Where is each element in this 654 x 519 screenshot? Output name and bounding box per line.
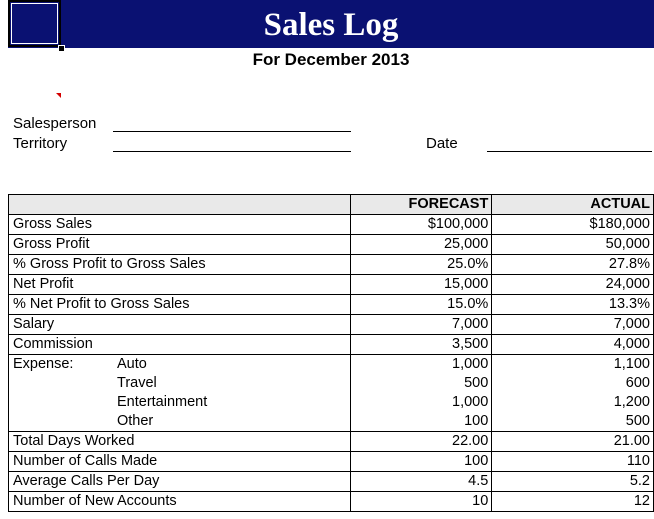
row-label[interactable]: Salary: [8, 314, 351, 335]
table-row: Entertainment 1,000 1,200: [8, 393, 654, 412]
forecast-cell[interactable]: 25,000: [350, 234, 493, 255]
actual-cell[interactable]: 110: [491, 451, 654, 472]
actual-cell[interactable]: 12: [491, 491, 654, 512]
header-forecast[interactable]: FORECAST: [350, 194, 493, 215]
selected-cell[interactable]: [8, 0, 61, 47]
actual-cell[interactable]: 27.8%: [491, 254, 654, 275]
forecast-cell[interactable]: $100,000: [350, 214, 493, 235]
table-row: Net Profit 15,000 24,000: [8, 274, 654, 295]
salesperson-label: Salesperson: [13, 115, 97, 132]
forecast-cell[interactable]: 22.00: [350, 431, 493, 452]
forecast-cell[interactable]: 3,500: [350, 334, 493, 355]
row-label[interactable]: Average Calls Per Day: [8, 471, 351, 492]
forecast-cell[interactable]: 100: [350, 412, 493, 432]
forecast-cell[interactable]: 4.5: [350, 471, 493, 492]
header-actual[interactable]: ACTUAL: [491, 194, 654, 215]
table-row: Number of Calls Made 100 110: [8, 451, 654, 472]
date-label: Date: [426, 135, 458, 152]
forecast-cell[interactable]: 1,000: [350, 393, 493, 412]
forecast-cell[interactable]: 10: [350, 491, 493, 512]
table-row: Salary 7,000 7,000: [8, 314, 654, 335]
actual-cell[interactable]: 1,200: [491, 393, 654, 412]
table-row: Total Days Worked 22.00 21.00: [8, 431, 654, 452]
table-header-row: FORECAST ACTUAL: [8, 194, 654, 215]
row-label[interactable]: % Net Profit to Gross Sales: [8, 294, 351, 315]
table-row: Other 100 500: [8, 412, 654, 432]
actual-cell[interactable]: 4,000: [491, 334, 654, 355]
comment-indicator-icon[interactable]: [56, 93, 61, 98]
actual-cell[interactable]: 7,000: [491, 314, 654, 335]
row-label[interactable]: Number of New Accounts: [8, 491, 351, 512]
table-row: Gross Profit 25,000 50,000: [8, 234, 654, 255]
date-field[interactable]: [487, 151, 652, 152]
forecast-cell[interactable]: 15,000: [350, 274, 493, 295]
table-row: Average Calls Per Day 4.5 5.2: [8, 471, 654, 492]
row-label[interactable]: Commission: [8, 334, 351, 355]
actual-cell[interactable]: 13.3%: [491, 294, 654, 315]
table-row: % Gross Profit to Gross Sales 25.0% 27.8%: [8, 254, 654, 275]
actual-cell[interactable]: 600: [491, 374, 654, 393]
forecast-cell[interactable]: 1,000: [350, 354, 493, 374]
row-label[interactable]: Number of Calls Made: [8, 451, 351, 472]
actual-cell[interactable]: 500: [491, 412, 654, 432]
row-label[interactable]: Travel: [8, 374, 351, 393]
fill-handle[interactable]: [58, 45, 65, 52]
row-label[interactable]: Net Profit: [8, 274, 351, 295]
actual-cell[interactable]: 5.2: [491, 471, 654, 492]
forecast-cell[interactable]: 500: [350, 374, 493, 393]
sales-table: FORECAST ACTUAL Gross Sales $100,000 $180,…: [8, 194, 654, 512]
forecast-cell[interactable]: 15.0%: [350, 294, 493, 315]
table-row: Gross Sales $100,000 $180,000: [8, 214, 654, 235]
header-blank-cell[interactable]: [8, 194, 351, 215]
forecast-cell[interactable]: 25.0%: [350, 254, 493, 275]
actual-cell[interactable]: 21.00: [491, 431, 654, 452]
sheet-title: Sales Log: [263, 7, 399, 43]
row-label[interactable]: Expense: Auto: [8, 354, 351, 374]
territory-label: Territory: [13, 135, 68, 152]
title-banner: [8, 0, 654, 48]
table-row: Commission 3,500 4,000: [8, 334, 654, 355]
table-row: Expense: Auto 1,000 1,100: [8, 354, 654, 374]
expense-group-label: Expense:: [13, 356, 74, 372]
actual-cell[interactable]: 1,100: [491, 354, 654, 374]
actual-cell[interactable]: 24,000: [491, 274, 654, 295]
table-row: Number of New Accounts 10 12: [8, 491, 654, 512]
actual-cell[interactable]: 50,000: [491, 234, 654, 255]
salesperson-field[interactable]: [113, 131, 351, 132]
expense-item-label: Auto: [117, 356, 147, 372]
row-label[interactable]: % Gross Profit to Gross Sales: [8, 254, 351, 275]
row-label[interactable]: Other: [8, 412, 351, 432]
actual-cell[interactable]: $180,000: [491, 214, 654, 235]
forecast-cell[interactable]: 100: [350, 451, 493, 472]
row-label[interactable]: Entertainment: [8, 393, 351, 412]
row-label[interactable]: Total Days Worked: [8, 431, 351, 452]
row-label[interactable]: Gross Sales: [8, 214, 351, 235]
territory-field[interactable]: [113, 151, 351, 152]
table-row: Travel 500 600: [8, 374, 654, 393]
table-row: % Net Profit to Gross Sales 15.0% 13.3%: [8, 294, 654, 315]
sheet-subtitle: For December 2013: [252, 50, 410, 69]
forecast-cell[interactable]: 7,000: [350, 314, 493, 335]
row-label[interactable]: Gross Profit: [8, 234, 351, 255]
